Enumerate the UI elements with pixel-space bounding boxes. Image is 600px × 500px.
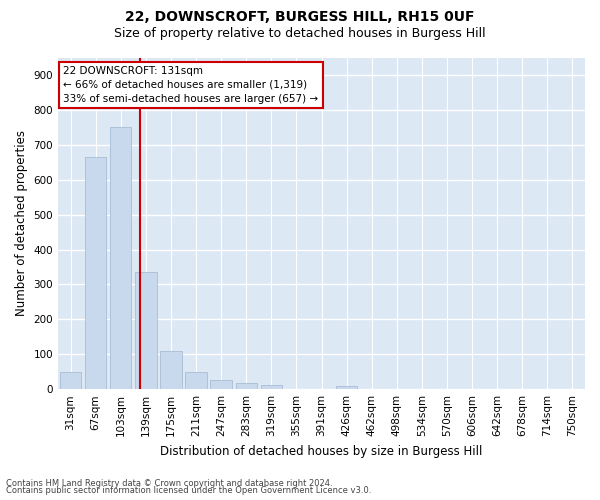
Y-axis label: Number of detached properties: Number of detached properties (15, 130, 28, 316)
Bar (135, 272, 157, 389)
Text: 22, DOWNSCROFT, BURGESS HILL, RH15 0UF: 22, DOWNSCROFT, BURGESS HILL, RH15 0UF (125, 10, 475, 24)
Bar (110, 128, 131, 389)
Bar (260, 384, 282, 389)
Bar (336, 386, 357, 389)
X-axis label: Distribution of detached houses by size in Burgess Hill: Distribution of detached houses by size … (160, 444, 483, 458)
Bar (211, 380, 232, 389)
Bar (60, 372, 81, 389)
Text: Contains public sector information licensed under the Open Government Licence v3: Contains public sector information licen… (6, 486, 371, 495)
Text: 22 DOWNSCROFT: 131sqm
← 66% of detached houses are smaller (1,319)
33% of semi-d: 22 DOWNSCROFT: 131sqm ← 66% of detached … (64, 66, 319, 104)
Text: Contains HM Land Registry data © Crown copyright and database right 2024.: Contains HM Land Registry data © Crown c… (6, 478, 332, 488)
Text: Size of property relative to detached houses in Burgess Hill: Size of property relative to detached ho… (114, 28, 486, 40)
Bar (85, 157, 106, 389)
Bar (185, 372, 207, 389)
Bar (160, 352, 182, 389)
Bar (236, 383, 257, 389)
